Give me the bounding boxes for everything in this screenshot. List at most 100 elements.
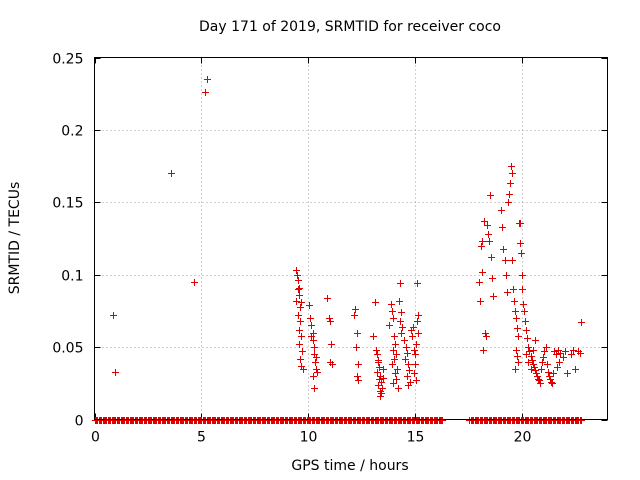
data-point — [481, 218, 488, 225]
data-point — [523, 351, 530, 358]
x-tick-label: 10 — [300, 430, 318, 446]
data-point — [532, 337, 539, 344]
data-point — [515, 359, 522, 366]
data-point — [307, 315, 314, 322]
data-point — [540, 354, 547, 361]
data-point — [295, 277, 302, 284]
data-point — [499, 224, 506, 231]
data-point — [296, 341, 303, 348]
data-point — [479, 238, 486, 245]
data-point — [525, 344, 532, 351]
data-point — [311, 385, 318, 392]
data-point — [529, 357, 536, 364]
data-point — [329, 361, 336, 368]
data-point — [375, 382, 382, 389]
data-point — [505, 199, 512, 206]
data-point — [502, 257, 509, 264]
y-tick-label: 0.25 — [52, 52, 83, 68]
data-point — [415, 312, 422, 319]
data-point — [380, 366, 387, 373]
data-point — [168, 170, 175, 177]
data-point — [310, 373, 317, 380]
data-point — [543, 344, 550, 351]
data-point — [533, 370, 540, 377]
data-point — [549, 380, 556, 387]
data-point — [578, 319, 585, 326]
data-point — [377, 393, 384, 400]
data-point — [538, 366, 545, 373]
grid-lines — [94, 57, 608, 420]
data-point — [409, 333, 416, 340]
data-point — [399, 324, 406, 331]
data-point — [532, 367, 539, 374]
data-point — [553, 351, 560, 358]
data-point — [485, 231, 492, 238]
data-point — [577, 350, 584, 357]
data-point — [354, 330, 361, 337]
data-point — [354, 373, 361, 380]
data-point — [490, 293, 497, 300]
data-point — [297, 356, 304, 363]
data-point — [355, 377, 362, 384]
data-point — [389, 308, 396, 315]
data-point — [560, 354, 567, 361]
x-tick-labels: 0 5 10 15 20 — [91, 430, 531, 446]
data-point — [299, 348, 306, 355]
data-point — [536, 377, 543, 384]
data-point — [562, 348, 569, 355]
data-point — [313, 366, 320, 373]
data-point — [310, 337, 317, 344]
data-point — [512, 366, 519, 373]
data-point — [413, 341, 420, 348]
data-point — [351, 312, 358, 319]
data-point — [517, 220, 524, 227]
data-point — [480, 347, 487, 354]
y-tick-label: 0 — [75, 414, 84, 430]
data-point — [308, 333, 315, 340]
data-point — [541, 348, 548, 355]
data-point — [112, 369, 119, 376]
data-point — [544, 361, 551, 368]
y-tick-label: 0.1 — [61, 269, 83, 285]
data-point — [327, 318, 334, 325]
data-point — [402, 356, 409, 363]
data-point — [293, 267, 300, 274]
data-point — [415, 330, 422, 337]
x-tick-label: 0 — [91, 430, 100, 446]
data-point — [413, 377, 420, 384]
data-point — [293, 298, 300, 305]
data-point — [392, 370, 399, 377]
data-point — [378, 379, 385, 386]
data-point — [298, 299, 305, 306]
data-point — [486, 238, 493, 245]
data-point — [522, 318, 529, 325]
data-point — [394, 366, 401, 373]
y-tick-label: 0.05 — [52, 341, 83, 357]
data-point — [570, 347, 577, 354]
data-point — [513, 347, 520, 354]
data-point — [392, 341, 399, 348]
data-point — [313, 354, 320, 361]
data-point — [404, 373, 411, 380]
data-point — [514, 325, 521, 332]
data-point — [528, 366, 535, 373]
data-point — [514, 353, 521, 360]
data-point — [476, 279, 483, 286]
data-point — [511, 298, 518, 305]
data-point — [294, 272, 301, 279]
data-point — [477, 298, 484, 305]
data-point — [521, 308, 528, 315]
data-point — [374, 369, 381, 376]
x-axis-label: GPS time / hours — [291, 458, 408, 474]
data-point — [507, 180, 514, 187]
data-point — [568, 351, 575, 358]
data-point — [389, 361, 396, 368]
data-point — [398, 330, 405, 337]
data-point — [556, 359, 563, 366]
data-point — [519, 272, 526, 279]
data-point — [487, 192, 494, 199]
data-point — [530, 361, 537, 368]
data-point — [512, 308, 519, 315]
chart-title: Day 171 of 2019, SRMTID for receiver coc… — [199, 19, 501, 35]
data-point — [398, 309, 405, 316]
